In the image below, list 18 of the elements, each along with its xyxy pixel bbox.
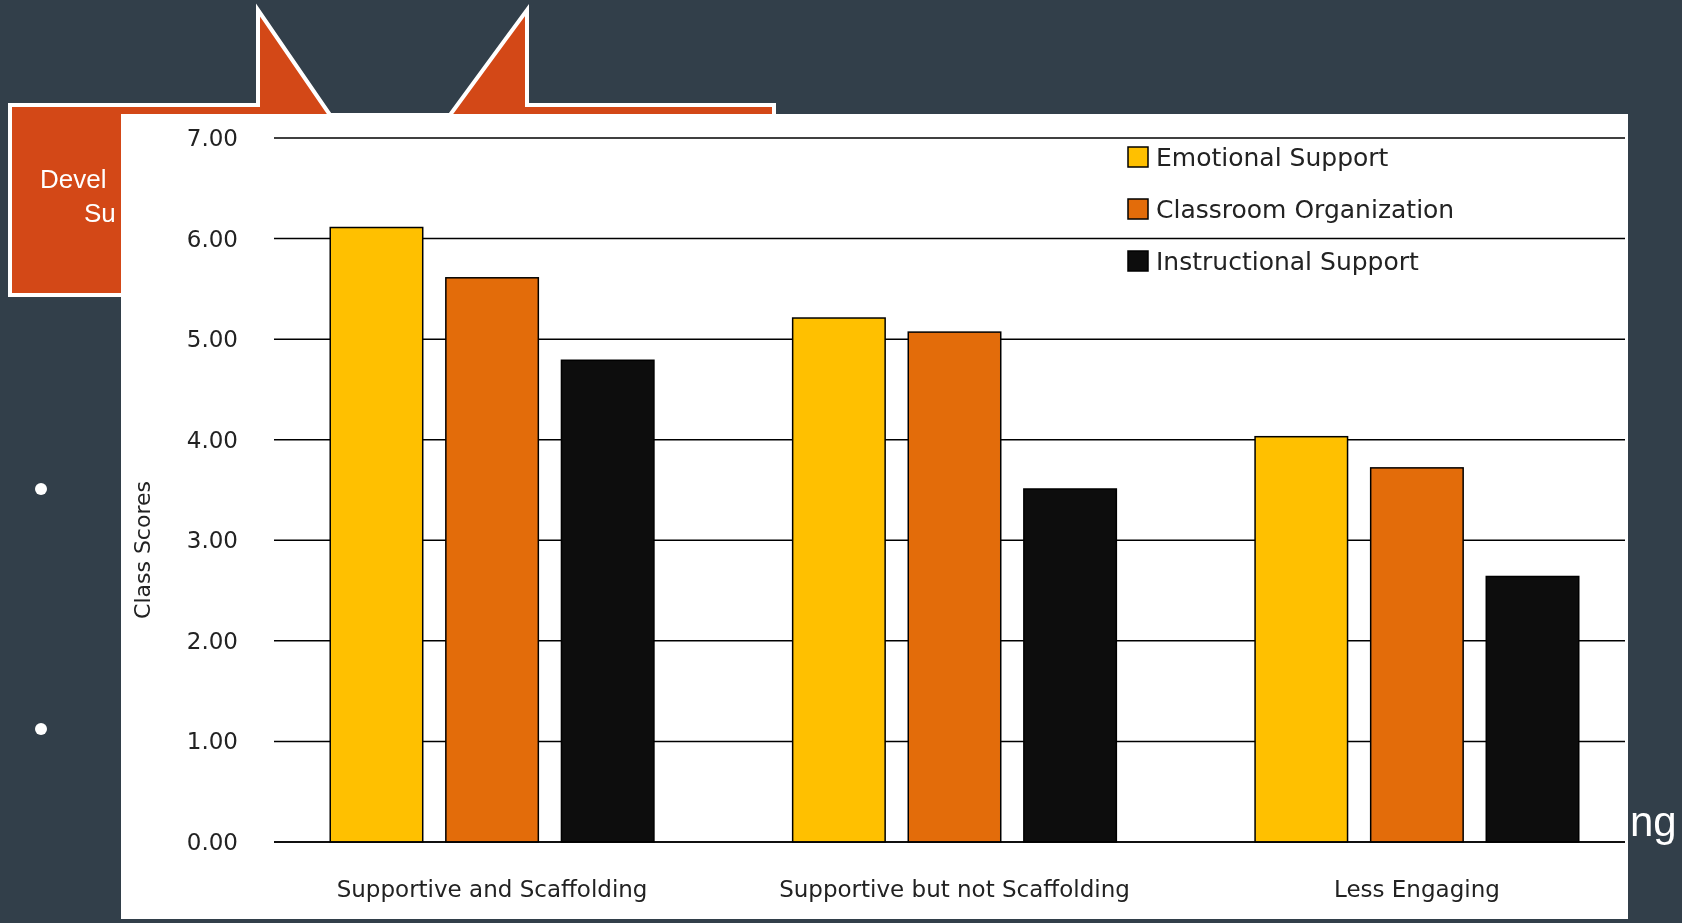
y-tick-label: 2.00 <box>186 627 238 654</box>
legend-label: Classroom Organization <box>1156 194 1455 224</box>
y-tick-label: 1.00 <box>186 728 238 755</box>
text: ng <box>1630 798 1677 845</box>
legend-label: Emotional Support <box>1156 142 1389 172</box>
x-tick-label: Less Engaging <box>1334 876 1500 902</box>
x-tick-label: Supportive but not Scaffolding <box>779 876 1130 902</box>
x-tick-label: Supportive and Scaffolding <box>336 876 648 902</box>
y-tick-label: 3.00 <box>186 527 238 554</box>
y-axis-title: Class Scores <box>130 481 155 619</box>
y-tick-label: 7.00 <box>186 125 238 152</box>
text: Su <box>84 198 116 228</box>
y-tick-label: 4.00 <box>186 426 238 453</box>
text: Devel <box>40 164 107 194</box>
y-tick-label: 0.00 <box>186 829 238 856</box>
legend-label: Instructional Support <box>1156 246 1420 276</box>
y-tick-label: 6.00 <box>186 225 238 252</box>
y-tick-label: 5.00 <box>186 326 238 353</box>
